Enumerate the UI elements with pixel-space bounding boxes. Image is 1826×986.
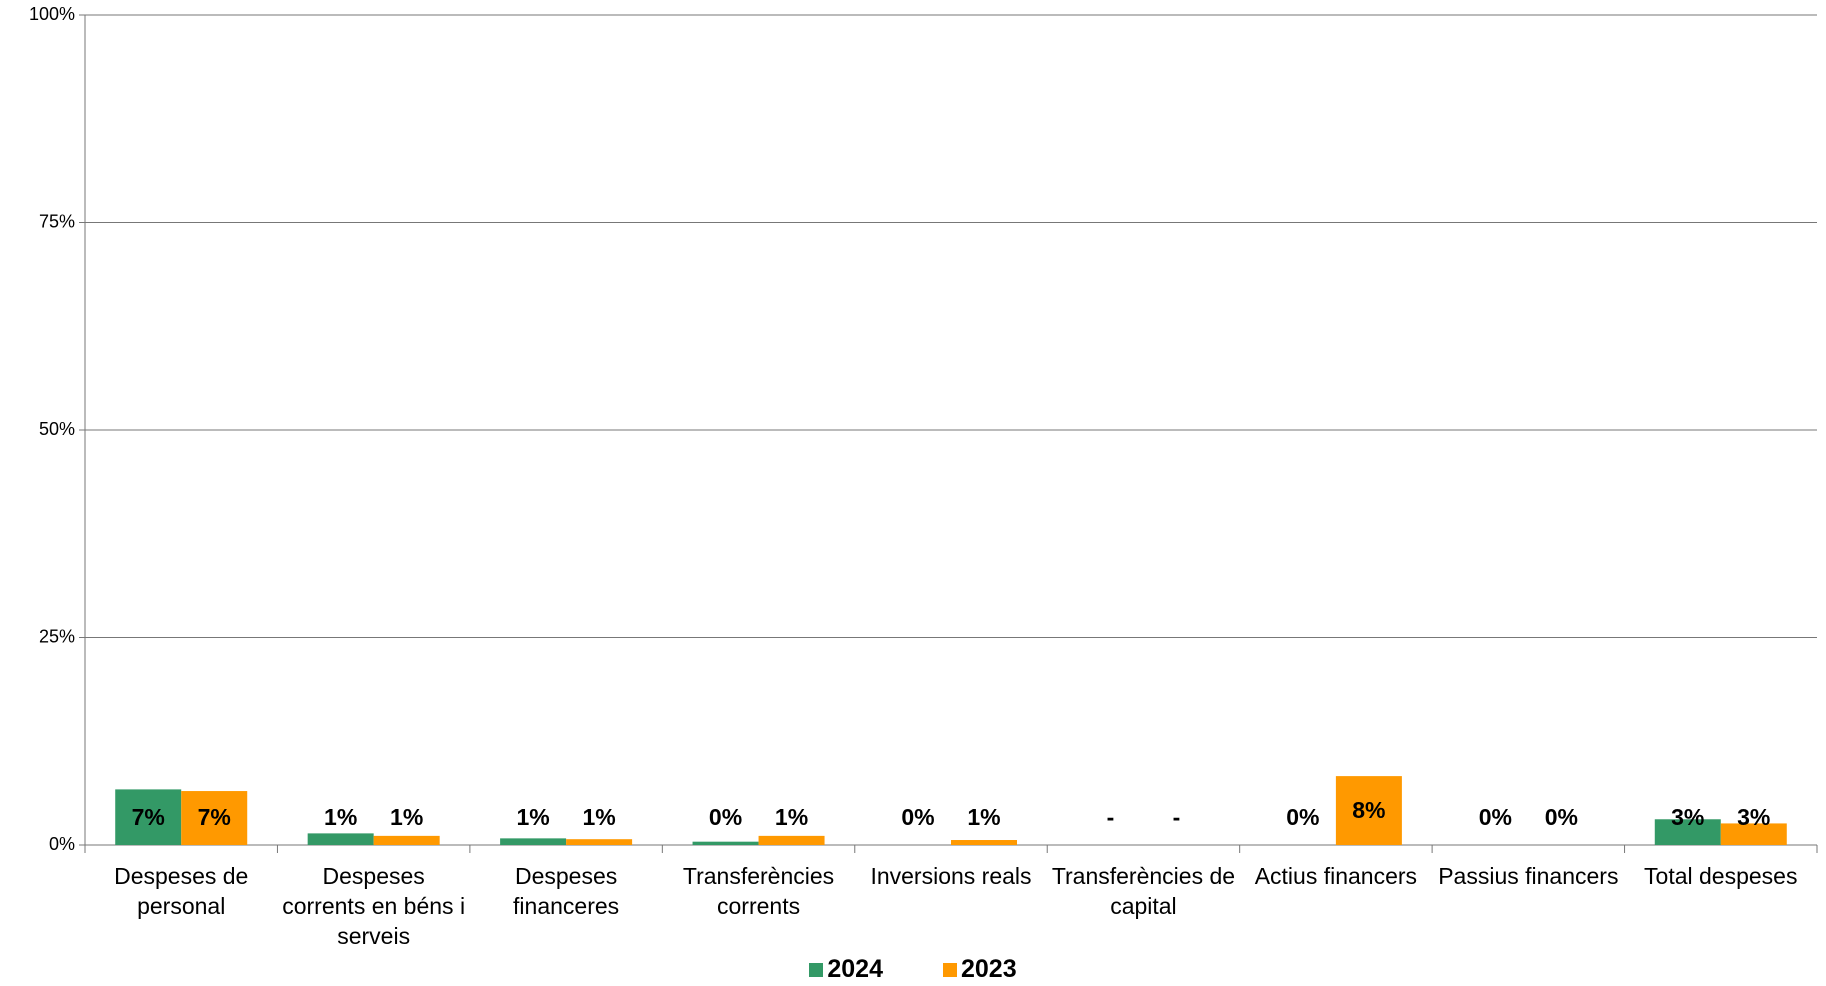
data-label: 1% xyxy=(967,804,1000,830)
data-label: - xyxy=(1107,804,1115,830)
data-label: 0% xyxy=(1479,804,1512,830)
data-label: 0% xyxy=(709,804,742,830)
legend-label: 2024 xyxy=(827,955,883,983)
data-label: 0% xyxy=(1286,804,1319,830)
data-label: 1% xyxy=(775,804,808,830)
bar xyxy=(307,833,374,845)
y-tick-label: 100% xyxy=(29,4,75,24)
x-tick-label: Despeses corrents en béns i serveis xyxy=(282,863,466,949)
bar xyxy=(181,791,248,845)
bar xyxy=(500,838,567,845)
x-tick-label: Actius financers xyxy=(1254,863,1418,889)
bar xyxy=(1335,776,1402,845)
x-tick-label: Transferències corrents xyxy=(682,863,835,919)
x-tick-label: Passius financers xyxy=(1438,863,1619,889)
legend-item: 2023 xyxy=(943,955,1017,984)
data-label: 8% xyxy=(1352,797,1385,823)
bar xyxy=(758,835,825,845)
y-tick-label: 75% xyxy=(39,211,75,231)
bar xyxy=(1720,823,1787,845)
x-tick-label: Total despeses xyxy=(1644,863,1798,889)
data-label: 1% xyxy=(390,804,423,830)
bar xyxy=(373,835,440,845)
data-label: 0% xyxy=(901,804,934,830)
legend-swatch xyxy=(943,962,957,977)
data-label: - xyxy=(1173,804,1181,830)
x-tick-label: Transferències de capital xyxy=(1051,863,1236,919)
y-tick-label: 50% xyxy=(39,419,75,439)
data-label: 7% xyxy=(198,804,231,830)
legend-item: 2024 xyxy=(809,955,883,984)
legend-label: 2023 xyxy=(961,955,1017,983)
bar xyxy=(692,841,759,845)
legend-swatch xyxy=(809,962,824,977)
bar xyxy=(951,840,1017,845)
bar xyxy=(1654,819,1721,845)
legend: 2024 2023 xyxy=(0,955,1826,984)
data-label: 1% xyxy=(324,804,357,830)
y-tick-label: 25% xyxy=(39,626,75,646)
y-tick-label: 0% xyxy=(49,834,75,854)
bar xyxy=(566,839,633,845)
bar xyxy=(115,789,182,845)
x-tick-label: Despeses financeres xyxy=(513,863,620,919)
x-tick-label: Inversions reals xyxy=(870,863,1032,889)
data-label: 3% xyxy=(1671,804,1704,830)
data-label: 1% xyxy=(516,804,549,830)
data-label: 7% xyxy=(132,804,165,830)
x-tick-label: Despeses de personal xyxy=(114,863,249,919)
data-label: 3% xyxy=(1737,804,1770,830)
data-label: 1% xyxy=(582,804,615,830)
data-label: 0% xyxy=(1545,804,1578,830)
